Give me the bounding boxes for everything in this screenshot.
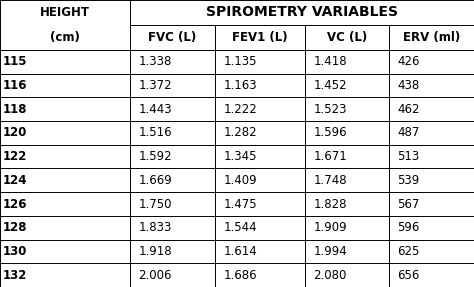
Text: 1.750: 1.750 [138, 197, 172, 211]
Text: FVC (L): FVC (L) [148, 31, 197, 44]
Text: 1.671: 1.671 [313, 150, 347, 163]
Text: 126: 126 [2, 197, 27, 211]
Text: 625: 625 [398, 245, 420, 258]
Text: ERV (ml): ERV (ml) [403, 31, 460, 44]
Text: 1.994: 1.994 [313, 245, 347, 258]
Text: 1.338: 1.338 [138, 55, 172, 68]
Text: 2.006: 2.006 [138, 269, 172, 282]
Text: FEV1 (L): FEV1 (L) [232, 31, 288, 44]
Text: 1.523: 1.523 [313, 103, 347, 116]
Text: 1.909: 1.909 [313, 221, 347, 234]
Text: 1.345: 1.345 [224, 150, 257, 163]
Text: 1.544: 1.544 [224, 221, 257, 234]
Text: SPIROMETRY VARIABLES: SPIROMETRY VARIABLES [206, 5, 398, 20]
Text: 116: 116 [2, 79, 27, 92]
Text: 130: 130 [2, 245, 27, 258]
Text: 1.614: 1.614 [224, 245, 257, 258]
Text: 438: 438 [398, 79, 420, 92]
Text: 1.409: 1.409 [224, 174, 257, 187]
Text: 513: 513 [398, 150, 420, 163]
Text: 132: 132 [2, 269, 27, 282]
Text: 1.222: 1.222 [224, 103, 257, 116]
Text: 124: 124 [2, 174, 27, 187]
Text: 426: 426 [398, 55, 420, 68]
Text: 1.669: 1.669 [138, 174, 172, 187]
Text: 1.686: 1.686 [224, 269, 257, 282]
Text: 122: 122 [2, 150, 27, 163]
Text: 115: 115 [2, 55, 27, 68]
Text: 1.828: 1.828 [313, 197, 347, 211]
Text: 1.372: 1.372 [138, 79, 172, 92]
Text: 1.833: 1.833 [138, 221, 172, 234]
Text: 2.080: 2.080 [313, 269, 347, 282]
Text: 1.418: 1.418 [313, 55, 347, 68]
Text: 1.443: 1.443 [138, 103, 172, 116]
Text: 462: 462 [398, 103, 420, 116]
Text: 1.452: 1.452 [313, 79, 347, 92]
Text: 118: 118 [2, 103, 27, 116]
Text: 1.135: 1.135 [224, 55, 257, 68]
Text: 1.918: 1.918 [138, 245, 172, 258]
Text: VC (L): VC (L) [327, 31, 367, 44]
Text: 596: 596 [398, 221, 420, 234]
Text: 1.516: 1.516 [138, 127, 172, 139]
Text: 1.475: 1.475 [224, 197, 257, 211]
Text: 539: 539 [398, 174, 420, 187]
Text: 1.282: 1.282 [224, 127, 257, 139]
Text: 1.592: 1.592 [138, 150, 172, 163]
Text: 1.163: 1.163 [224, 79, 257, 92]
Text: 128: 128 [2, 221, 27, 234]
Text: 1.748: 1.748 [313, 174, 347, 187]
Text: 487: 487 [398, 127, 420, 139]
Text: 567: 567 [398, 197, 420, 211]
Text: 1.596: 1.596 [313, 127, 347, 139]
Text: HEIGHT

(cm): HEIGHT (cm) [40, 5, 90, 44]
Text: 656: 656 [398, 269, 420, 282]
Text: 120: 120 [2, 127, 27, 139]
